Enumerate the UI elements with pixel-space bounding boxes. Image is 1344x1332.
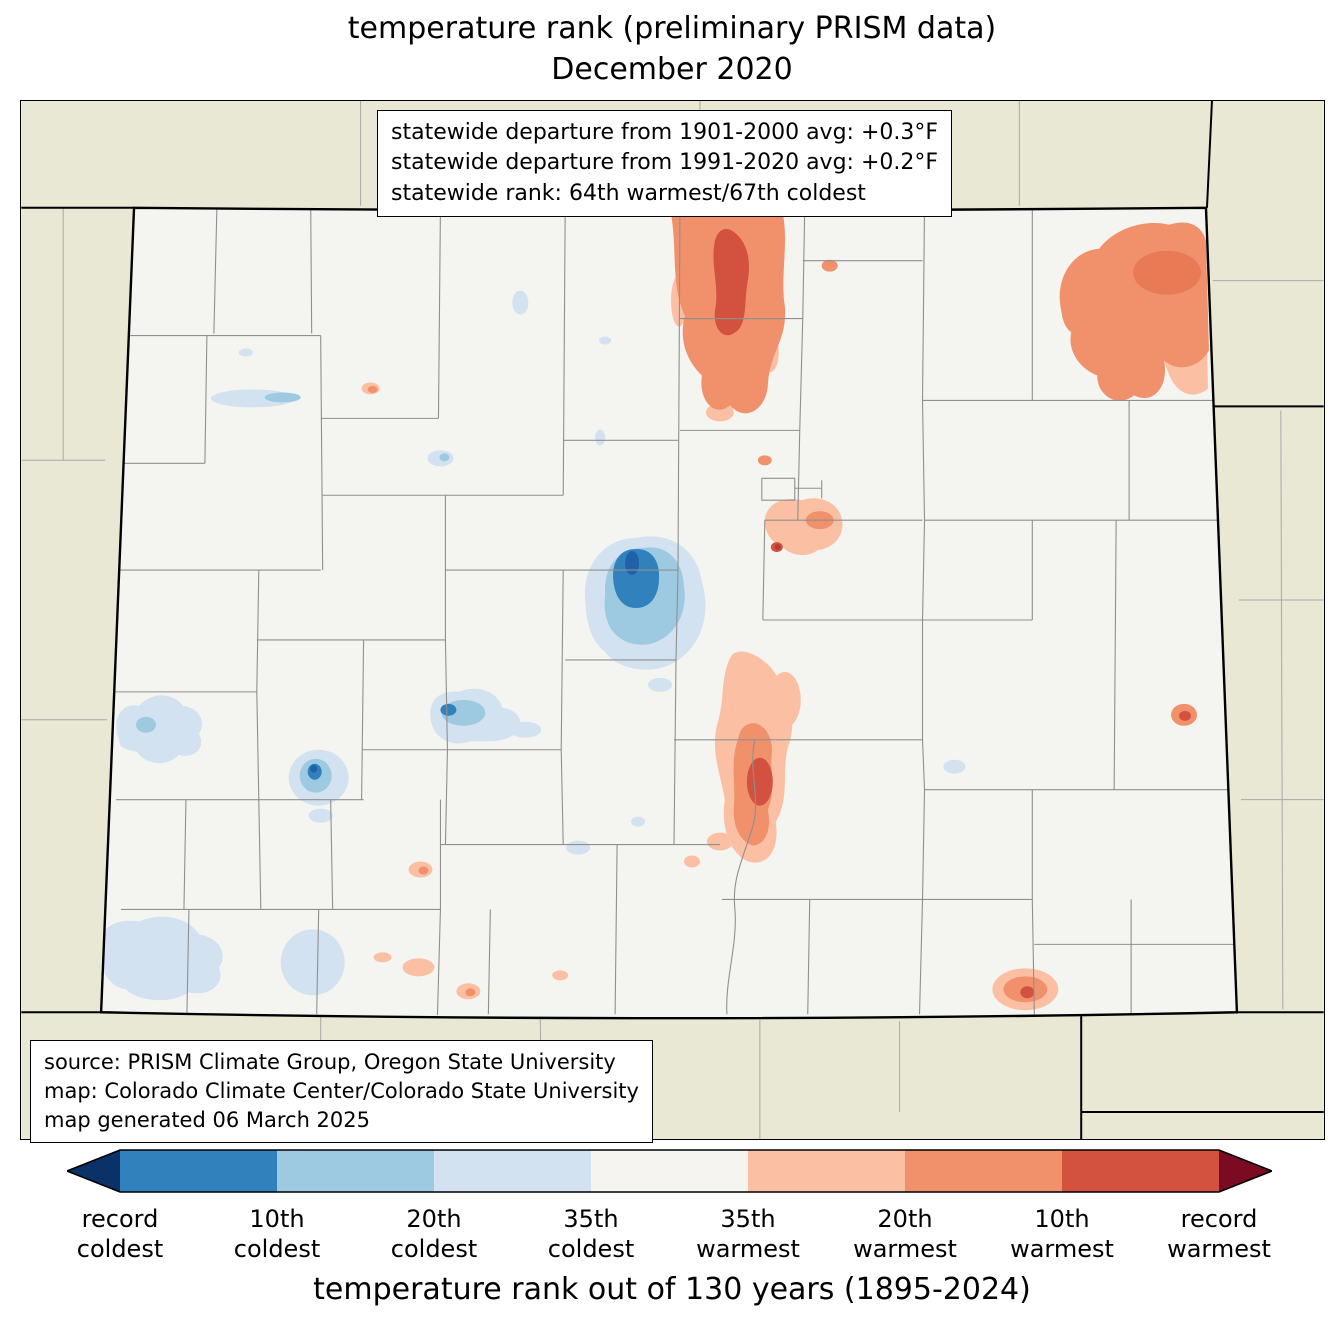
source-line-3: map generated 06 March 2025 bbox=[44, 1107, 371, 1132]
colorbar-label-record-warmest: record warmest bbox=[1167, 1205, 1271, 1263]
page-title: temperature rank (preliminary PRISM data… bbox=[0, 8, 1344, 91]
title-line-1: temperature rank (preliminary PRISM data… bbox=[347, 11, 997, 46]
colorbar-label-35th-warmest: 35th warmest bbox=[696, 1205, 800, 1263]
colorbar-seg-neutral bbox=[591, 1150, 748, 1192]
county-boundaries bbox=[103, 207, 1237, 1016]
stats-line-2: statewide departure from 1991-2020 avg: … bbox=[391, 150, 939, 176]
colorbar bbox=[67, 1149, 1272, 1193]
colorbar-seg-cold20 bbox=[277, 1150, 434, 1192]
colorbar-outline bbox=[67, 1149, 1272, 1193]
colorbar-seg-warm35 bbox=[748, 1150, 905, 1192]
title-line-2: December 2020 bbox=[551, 52, 793, 88]
colorbar-label-10th-warmest: 10th warmest bbox=[1010, 1205, 1114, 1263]
colorbar-label-record-coldest: record coldest bbox=[76, 1205, 164, 1263]
colorbar-seg-cold35 bbox=[434, 1150, 591, 1192]
colorado-map bbox=[21, 101, 1324, 1139]
cold-regions-core bbox=[310, 551, 640, 773]
colorbar-label-20th-warmest: 20th warmest bbox=[853, 1205, 957, 1263]
colorbar-record-coldest-arrow bbox=[67, 1150, 120, 1192]
source-line-1: source: PRISM Climate Group, Oregon Stat… bbox=[44, 1050, 616, 1074]
colorbar-caption: temperature rank out of 130 years (1895-… bbox=[313, 1272, 1031, 1307]
colorbar-label-10th-coldest: 10th coldest bbox=[233, 1205, 321, 1263]
colorbar-seg-warm10 bbox=[1062, 1150, 1219, 1192]
anomaly-layer bbox=[101, 207, 1237, 1016]
stats-line-1: statewide departure from 1901-2000 avg: … bbox=[391, 120, 939, 145]
warm-regions-deep bbox=[774, 544, 781, 551]
colorbar-seg-cold10 bbox=[120, 1150, 277, 1192]
colorbar-label-20th-coldest: 20th coldest bbox=[390, 1205, 478, 1263]
denver-metro-county-lines bbox=[761, 477, 823, 501]
map-frame bbox=[20, 100, 1325, 1140]
colorbar-record-warmest-arrow bbox=[1219, 1150, 1272, 1192]
colorbar-label-35th-coldest: 35th coldest bbox=[547, 1205, 635, 1263]
source-line-2: map: Colorado Climate Center/Colorado St… bbox=[44, 1078, 639, 1103]
stats-line-3: statewide rank: 64th warmest/67th coldes… bbox=[391, 180, 866, 206]
statewide-stats-box: statewide departure from 1901-2000 avg: … bbox=[377, 110, 953, 218]
colorbar-seg-warm20 bbox=[905, 1150, 1062, 1192]
source-attribution-box: source: PRISM Climate Group, Oregon Stat… bbox=[30, 1040, 653, 1143]
neighbor-state-borders bbox=[21, 101, 1324, 1139]
warm-regions-strong bbox=[1133, 250, 1201, 295]
